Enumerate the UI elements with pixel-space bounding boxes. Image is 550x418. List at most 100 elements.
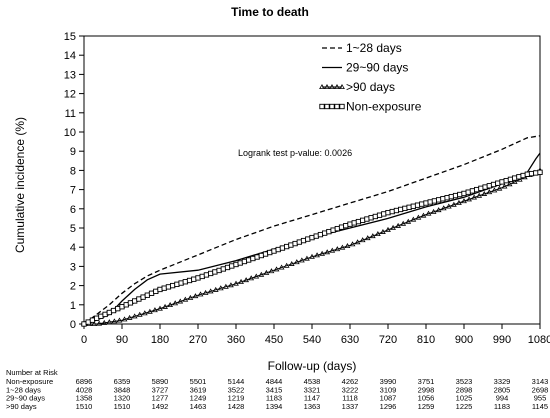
series-marker (506, 181, 513, 187)
plot-border (83, 35, 541, 325)
risk-row: 1~28 days 4028 3848 3727 3619 3522 3415 3321 322… (6, 385, 548, 394)
series-marker (85, 319, 91, 325)
series-marker (119, 304, 125, 310)
series-marker (167, 302, 174, 308)
series-marker (430, 208, 437, 214)
risk-cell: 1337 (342, 402, 359, 411)
y-axis-label: Cumulative incidence (%) (13, 117, 27, 253)
chart-title: Time to death (231, 5, 309, 19)
risk-cell: 3751 (418, 377, 435, 386)
risk-cell: 4262 (342, 377, 359, 386)
x-tick-label: 0 (81, 334, 87, 346)
risk-cell: 1259 (418, 402, 435, 411)
series-marker (334, 225, 340, 232)
series-marker (524, 171, 530, 177)
legend-marker (329, 103, 335, 110)
y-tick-label: 14 (64, 50, 76, 62)
series-marker (305, 236, 311, 242)
series-marker (140, 294, 146, 300)
logrank-annotation: Logrank test p-value: 0.0026 (238, 148, 352, 158)
risk-cell: 1183 (494, 402, 510, 411)
series-marker (431, 198, 438, 204)
series-marker (495, 180, 501, 186)
series-marker (414, 202, 421, 208)
series-marker (275, 246, 281, 253)
legend-label: 1~28 days (346, 41, 402, 55)
series-marker (360, 217, 366, 223)
series-marker (222, 283, 229, 289)
series-marker (263, 269, 270, 275)
series-marker (456, 199, 462, 205)
series-marker (293, 259, 300, 265)
risk-cell: 3619 (190, 385, 207, 394)
risk-cell: 2805 (494, 385, 511, 394)
series-marker (288, 260, 295, 266)
series-marker (374, 231, 381, 237)
series-marker (258, 252, 264, 259)
series-marker (298, 257, 305, 263)
series-marker (141, 310, 148, 316)
risk-cell: 994 (496, 394, 509, 403)
series-marker (144, 292, 150, 298)
series-marker (359, 237, 366, 243)
risk-cell: 1087 (380, 394, 397, 403)
series-marker (330, 227, 336, 233)
series-marker (309, 234, 315, 241)
series-marker (250, 255, 256, 262)
legend-marker (334, 103, 340, 110)
series-marker (344, 243, 351, 249)
series-marker (165, 284, 172, 290)
series-marker (127, 300, 134, 306)
series-marker (258, 271, 265, 277)
series-marker (243, 277, 250, 283)
series-marker (537, 169, 543, 175)
series-marker (216, 267, 222, 274)
series-marker (381, 211, 387, 217)
series-marker (98, 313, 104, 319)
series-marker (380, 228, 386, 234)
series-marker (136, 311, 143, 317)
series-line (83, 135, 541, 325)
risk-cell: 4844 (266, 377, 283, 386)
series-marker (469, 188, 476, 194)
risk-cell: 1428 (228, 402, 245, 411)
series-marker (501, 183, 508, 189)
risk-cell: 3329 (494, 377, 511, 386)
x-tick-label: 360 (227, 334, 245, 346)
legend-marker (319, 103, 325, 110)
legend-item: Non-exposure (319, 100, 422, 114)
series-marker (516, 174, 522, 180)
series-marker (398, 206, 404, 213)
legend-marker (339, 84, 345, 89)
series-marker (228, 282, 234, 288)
y-tick-label: 13 (64, 69, 76, 81)
series-marker (423, 200, 429, 206)
series-marker (474, 186, 480, 193)
series-marker (148, 290, 155, 296)
x-tick-label: 900 (455, 334, 473, 346)
y-tick-label: 10 (64, 127, 76, 139)
risk-cell: 6896 (76, 377, 93, 386)
series-marker (466, 196, 472, 202)
series-marker (347, 221, 353, 227)
series-marker (170, 282, 176, 289)
series-marker (499, 179, 505, 185)
series-marker (329, 247, 336, 253)
series-marker (182, 296, 189, 302)
series-marker (111, 318, 118, 324)
risk-cell: 1492 (152, 402, 169, 411)
series-marker (512, 175, 518, 181)
series-marker (486, 189, 493, 195)
risk-cell: 1363 (304, 402, 321, 411)
x-axis-label: Follow-up (days) (268, 359, 357, 373)
risk-cell: 1145 (532, 402, 548, 411)
series-marker (461, 190, 467, 197)
series-marker (445, 203, 452, 209)
series-marker (279, 245, 286, 251)
series-marker (102, 311, 108, 318)
risk-cell: 955 (534, 394, 547, 403)
series-marker (482, 184, 488, 190)
series-marker (410, 216, 417, 222)
series-layer (81, 135, 543, 327)
series-marker (354, 239, 361, 245)
